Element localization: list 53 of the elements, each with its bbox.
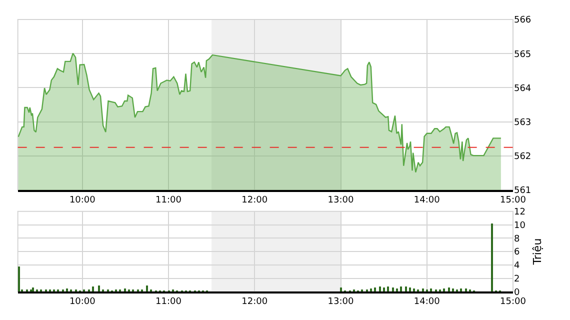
x-tick-label: 12:00 <box>242 297 268 308</box>
y-axis-title: Triệu <box>530 238 544 266</box>
bar <box>412 288 415 292</box>
y-tick-label: 564 <box>514 84 532 94</box>
bar <box>370 288 372 292</box>
bar <box>386 286 389 292</box>
y-tick-label: 2 <box>514 274 520 284</box>
bar <box>408 287 411 292</box>
x-tick-label: 13:00 <box>328 196 354 206</box>
x-tick-label: 14:00 <box>414 196 440 206</box>
x-tick-label: 13:00 <box>328 297 354 308</box>
x-tick-label: 10:00 <box>69 297 96 308</box>
bar <box>396 288 398 292</box>
x-tick-label: 10:00 <box>69 196 96 206</box>
bar <box>464 288 467 292</box>
bar <box>430 288 432 292</box>
bar <box>18 266 20 292</box>
x-tick-label: 15:00 <box>500 297 526 308</box>
y-tick-label: 561 <box>514 186 532 196</box>
x-tick-label: 11:00 <box>156 297 182 308</box>
bar <box>66 288 68 292</box>
y-tick-label: 4 <box>514 261 520 272</box>
bar <box>382 287 385 292</box>
x-tick-label: 12:00 <box>242 196 268 206</box>
bar <box>374 287 376 292</box>
bar <box>92 286 94 292</box>
bar <box>378 286 381 292</box>
x-tick-label: 14:00 <box>414 297 440 308</box>
y-tick-label: 12 <box>514 208 526 218</box>
y-tick-label: 8 <box>514 234 520 244</box>
bar <box>392 287 394 292</box>
x-tick-label: 15:00 <box>500 196 526 206</box>
bar <box>460 288 462 292</box>
bar <box>404 286 407 292</box>
y-tick-label: 562 <box>514 152 532 162</box>
y-tick-label: 566 <box>514 16 532 26</box>
bar <box>146 285 148 292</box>
x-tick-label: 11:00 <box>156 196 182 206</box>
y-tick-label: 10 <box>514 220 526 231</box>
bar <box>32 287 34 292</box>
y-tick-label: 563 <box>514 118 532 128</box>
bar <box>340 287 342 292</box>
bar <box>490 223 493 292</box>
bar <box>98 285 100 292</box>
bar <box>400 286 402 292</box>
y-tick-label: 0 <box>514 288 520 298</box>
y-tick-label: 6 <box>514 248 520 258</box>
bar <box>124 288 126 292</box>
bar <box>422 288 424 292</box>
y-tick-label: 565 <box>514 50 532 60</box>
bar <box>452 288 454 292</box>
bar <box>442 288 445 292</box>
bar <box>448 287 450 292</box>
